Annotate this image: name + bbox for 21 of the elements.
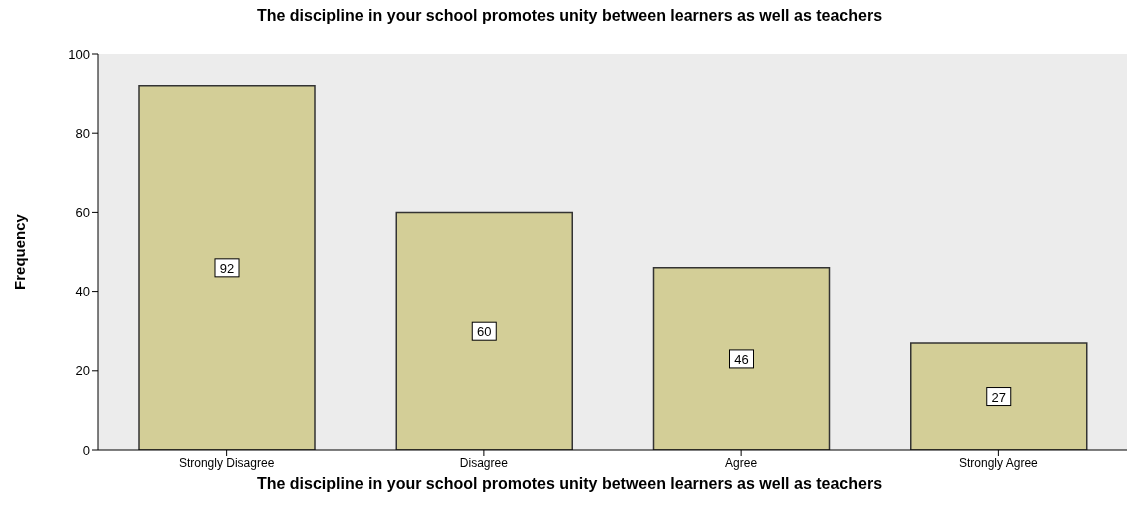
y-tick-label: 100 bbox=[68, 46, 90, 62]
y-axis-title: Frequency bbox=[11, 213, 29, 290]
y-tick-label: 80 bbox=[75, 125, 90, 141]
bar bbox=[138, 84, 316, 450]
chart-title: The discipline in your school promotes unity between learners as well as teachers bbox=[255, 7, 884, 26]
y-tick-label: 60 bbox=[75, 205, 90, 221]
data-label: 92 bbox=[219, 260, 235, 276]
y-tick-label: 0 bbox=[82, 442, 90, 458]
x-tick-label: Agree bbox=[725, 455, 758, 470]
y-tick-label: 20 bbox=[75, 363, 90, 379]
x-tick-label: Strongly Agree bbox=[959, 455, 1039, 470]
bar bbox=[395, 211, 573, 450]
x-axis-title: The discipline in your school promotes unity between learners as well as teachers bbox=[255, 475, 884, 492]
data-label: 27 bbox=[991, 389, 1006, 405]
bar bbox=[652, 267, 831, 450]
bar bbox=[910, 342, 1088, 450]
x-tick-label: Disagree bbox=[459, 455, 509, 470]
data-label: 46 bbox=[734, 351, 749, 367]
y-tick-label: 40 bbox=[75, 284, 90, 300]
data-label: 60 bbox=[477, 324, 492, 340]
x-tick-label: Strongly Disagree bbox=[178, 455, 275, 470]
